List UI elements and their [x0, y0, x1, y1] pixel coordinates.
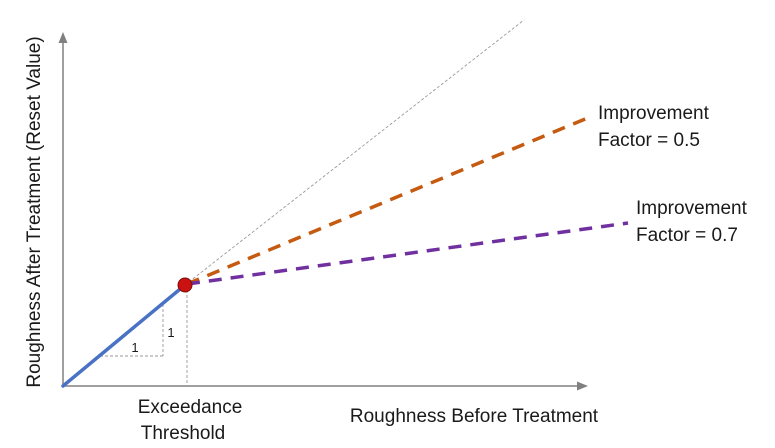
improvement-factor-07-label-line2: Factor = 0.7 — [636, 225, 738, 246]
threshold-label-line1: Exceedance — [138, 397, 243, 418]
x-axis-label: Roughness Before Treatment — [350, 406, 599, 427]
slope-rise-label: 1 — [167, 325, 174, 340]
improvement-factor-05-label-line1: Improvement — [598, 103, 710, 124]
threshold-point — [177, 277, 193, 293]
identity-segment — [61, 283, 187, 388]
improvement-factor-05-label-line2: Factor = 0.5 — [598, 130, 700, 151]
x-axis-arrow — [577, 381, 588, 391]
improvement-factor-05-line — [186, 115, 591, 286]
improvement-factor-07-label-line1: Improvement — [636, 198, 748, 219]
slope-run-label: 1 — [131, 340, 138, 355]
y-axis-label: Roughness After Treatment (Reset Value) — [24, 36, 45, 387]
threshold-label-line2: Threshold — [141, 423, 226, 444]
y-axis-arrow — [58, 32, 68, 43]
reference-line-45deg — [184, 19, 525, 286]
improvement-factor-07-line — [186, 221, 629, 286]
